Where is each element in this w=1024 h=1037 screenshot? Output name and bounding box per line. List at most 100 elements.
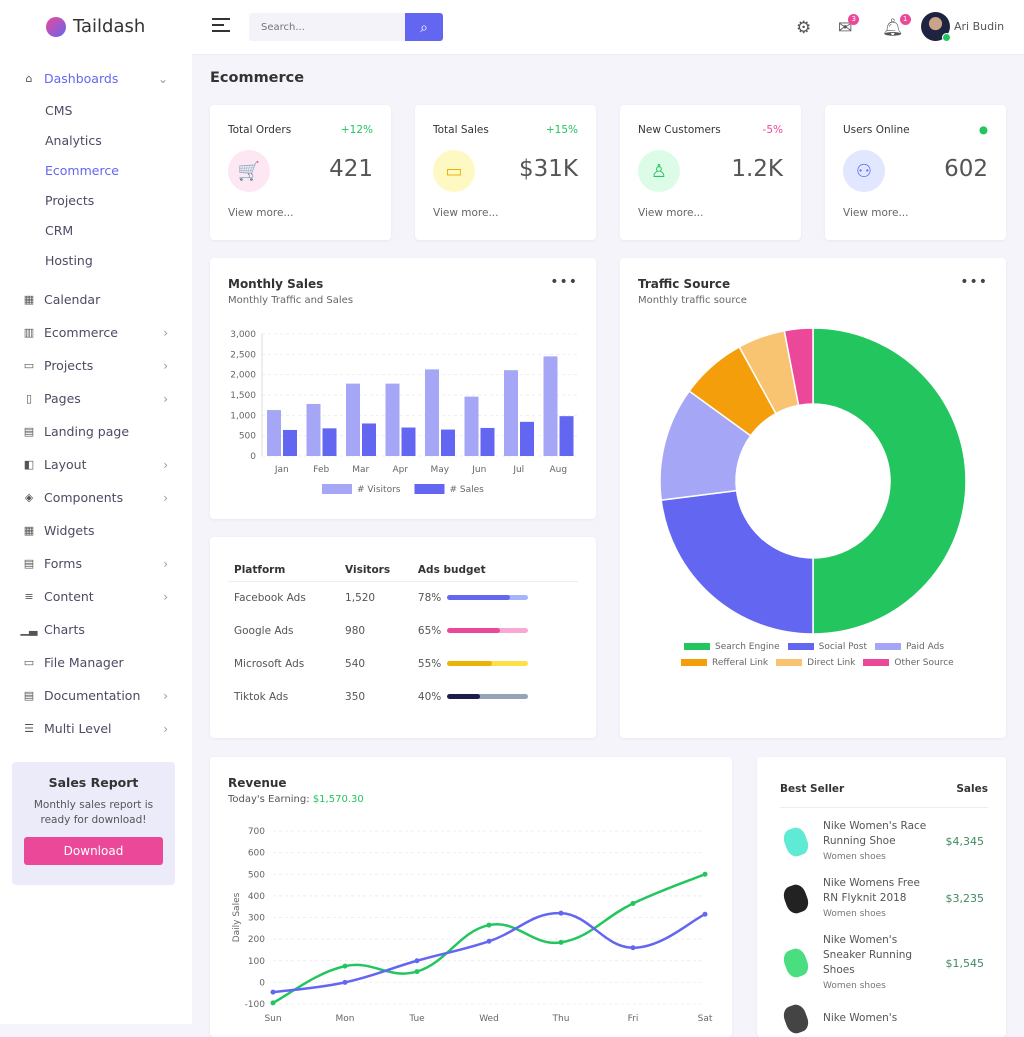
view-more-link[interactable]: View more... bbox=[433, 207, 499, 219]
bar-sales[interactable] bbox=[480, 427, 495, 456]
view-more-link[interactable]: View more... bbox=[638, 207, 704, 219]
legend-item[interactable]: Paid Ads bbox=[875, 642, 944, 652]
sidebar-item-content[interactable]: ≡ Content › bbox=[0, 580, 192, 613]
sidebar-subitem-projects[interactable]: Projects bbox=[45, 192, 95, 208]
data-point[interactable] bbox=[486, 922, 492, 928]
bar-visitors[interactable] bbox=[543, 356, 558, 456]
sidebar-subitem-ecommerce[interactable]: Ecommerce bbox=[45, 162, 119, 178]
menu-toggle-icon[interactable] bbox=[212, 18, 230, 36]
data-point[interactable] bbox=[630, 900, 636, 906]
bar-sales[interactable] bbox=[520, 421, 534, 456]
list-item[interactable]: Nike Women's bbox=[780, 1002, 984, 1036]
platform-name: Facebook Ads bbox=[234, 591, 306, 604]
bar-sales[interactable] bbox=[283, 429, 297, 456]
data-point[interactable] bbox=[414, 958, 420, 964]
sidebar-subitem-analytics[interactable]: Analytics bbox=[45, 132, 102, 148]
col-header: Ads budget bbox=[411, 559, 578, 582]
bar-visitors[interactable] bbox=[385, 383, 400, 456]
legend-item[interactable]: Other Source bbox=[863, 658, 954, 668]
visitors-value: 540 bbox=[345, 657, 366, 670]
sidebar-item-documentation[interactable]: ▤ Documentation › bbox=[0, 679, 192, 712]
legend-swatch bbox=[863, 659, 890, 666]
list-item[interactable]: Nike Women's Race Running Shoe Women shoe… bbox=[780, 819, 984, 864]
data-point[interactable] bbox=[414, 969, 420, 975]
sidebar-item-widgets[interactable]: ▦ Widgets bbox=[0, 514, 192, 547]
sidebar-item-ecommerce[interactable]: ▥ Ecommerce › bbox=[0, 316, 192, 349]
slice-search-engine[interactable] bbox=[812, 327, 967, 635]
sidebar-subitem-crm[interactable]: CRM bbox=[45, 222, 74, 238]
bar-sales[interactable] bbox=[322, 428, 337, 456]
bar-sales[interactable] bbox=[401, 427, 416, 456]
product-name: Nike Women's Sneaker Running Shoes bbox=[823, 934, 913, 976]
more-options-icon[interactable]: ••• bbox=[550, 274, 578, 290]
stat-card-new-customers: New Customers -5% ♙ 1.2K View more... bbox=[620, 105, 801, 240]
gear-icon[interactable]: ⚙ bbox=[796, 18, 812, 38]
slice-other-source[interactable] bbox=[783, 327, 814, 407]
x-tick-label: Jul bbox=[512, 465, 524, 475]
bar-visitors[interactable] bbox=[504, 370, 518, 456]
list-item[interactable]: Nike Womens Free RN Flyknit 2018 Women sh… bbox=[780, 876, 984, 921]
data-point[interactable] bbox=[486, 938, 492, 944]
y-tick-label: 400 bbox=[248, 892, 265, 902]
data-point[interactable] bbox=[342, 979, 348, 985]
chevron-right-icon: › bbox=[163, 589, 168, 604]
more-options-icon[interactable]: ••• bbox=[960, 274, 988, 290]
view-more-link[interactable]: View more... bbox=[228, 207, 294, 219]
stat-value: 602 bbox=[944, 156, 988, 182]
sidebar-item-dashboards[interactable]: ⌂ Dashboards ⌄ bbox=[0, 62, 192, 95]
data-point[interactable] bbox=[558, 939, 564, 945]
bar-sales[interactable] bbox=[441, 429, 455, 456]
product-sales: $1,545 bbox=[945, 956, 985, 970]
data-point[interactable] bbox=[702, 911, 708, 917]
list-item[interactable]: Nike Women's Sneaker Running Shoes Women … bbox=[780, 933, 984, 993]
product-category: Women shoes bbox=[823, 981, 886, 991]
data-point[interactable] bbox=[270, 989, 276, 995]
data-point[interactable] bbox=[342, 963, 348, 969]
sidebar-subitem-cms[interactable]: CMS bbox=[45, 102, 73, 118]
search-input[interactable] bbox=[249, 13, 405, 41]
data-point[interactable] bbox=[702, 871, 708, 877]
view-more-link[interactable]: View more... bbox=[843, 207, 909, 219]
sidebar-nav: ⌂ Dashboards ⌄ CMS Analytics Ecommerce Project… bbox=[0, 62, 192, 745]
download-button[interactable]: Download bbox=[24, 837, 163, 865]
slice-social-post[interactable] bbox=[660, 489, 814, 635]
bar-visitors[interactable] bbox=[267, 410, 281, 456]
sidebar-item-components[interactable]: ◈ Components › bbox=[0, 481, 192, 514]
sidebar-item-multi-level[interactable]: ☰ Multi Level › bbox=[0, 712, 192, 745]
sidebar-item-pages[interactable]: ▯ Pages › bbox=[0, 382, 192, 415]
sidebar-item-label: Layout bbox=[44, 457, 87, 472]
bell-icon[interactable]: 🔔︎ 1 bbox=[882, 14, 911, 38]
bar-visitors[interactable] bbox=[464, 396, 479, 456]
sidebar-item-calendar[interactable]: ▦ Calendar bbox=[0, 283, 192, 316]
legend-item[interactable]: Search Engine bbox=[684, 642, 780, 652]
user-name[interactable]: Ari Budin bbox=[954, 20, 1005, 33]
bar-sales[interactable] bbox=[559, 416, 574, 456]
data-point[interactable] bbox=[630, 945, 636, 951]
legend-item[interactable]: Social Post bbox=[787, 642, 867, 652]
mail-icon[interactable]: ✉ 3 bbox=[838, 14, 860, 38]
legend-item[interactable]: Direct Link bbox=[776, 658, 855, 668]
bar-visitors[interactable] bbox=[346, 383, 360, 456]
sidebar-item-layout[interactable]: ◧ Layout › bbox=[0, 448, 192, 481]
bar-visitors[interactable] bbox=[306, 403, 321, 456]
logo[interactable]: Taildash bbox=[46, 16, 145, 37]
product-sales: $3,235 bbox=[945, 892, 985, 905]
data-point[interactable] bbox=[270, 1000, 276, 1006]
stat-card-users-online: Users Online ● ⚇ 602 View more... bbox=[825, 105, 1006, 240]
sidebar-subitem-hosting[interactable]: Hosting bbox=[45, 252, 93, 268]
card-subtitle: Monthly Traffic and Sales bbox=[228, 295, 354, 306]
legend-item[interactable]: Refferal Link bbox=[681, 658, 768, 668]
sidebar-item-projects[interactable]: ▭ Projects › bbox=[0, 349, 192, 382]
avatar[interactable] bbox=[921, 12, 951, 42]
sidebar-item-landing-page[interactable]: ▤ Landing page bbox=[0, 415, 192, 448]
sidebar-item-charts[interactable]: ▁▃ Charts bbox=[0, 613, 192, 646]
bar-sales[interactable] bbox=[362, 423, 376, 456]
x-tick-label: Mon bbox=[336, 1014, 355, 1024]
sidebar-item-forms[interactable]: ▤ Forms › bbox=[0, 547, 192, 580]
search-button[interactable]: ⌕ bbox=[405, 13, 443, 41]
sidebar-item-file-manager[interactable]: ▭ File Manager bbox=[0, 646, 192, 679]
bar-visitors[interactable] bbox=[425, 369, 439, 456]
data-point[interactable] bbox=[558, 910, 564, 916]
budget-progress-bar bbox=[447, 628, 529, 633]
y-tick-label: 1,500 bbox=[230, 391, 256, 401]
